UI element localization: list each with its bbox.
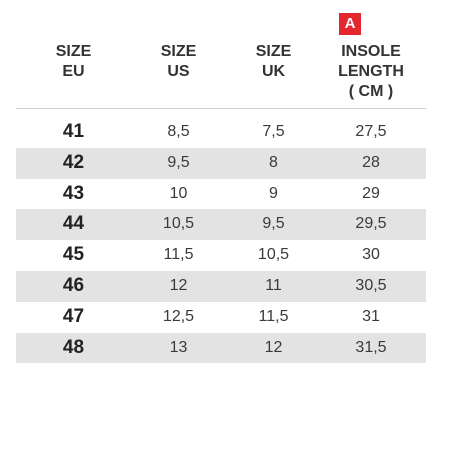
cell-insole-cm: 30,5 xyxy=(355,276,387,294)
cell-size-us: 10 xyxy=(169,184,188,202)
header-size-eu-line2: EU xyxy=(62,63,85,80)
header-insole-length: INSOLE LENGTH ( CM ) xyxy=(311,42,431,102)
header-insole-line1: INSOLE xyxy=(341,43,401,60)
header-size-us-line2: US xyxy=(167,63,190,80)
table-row: 48 13 12 31,5 xyxy=(16,332,426,364)
cell-size-uk: 9 xyxy=(269,184,278,202)
header-size-eu-line1: SIZE xyxy=(55,43,92,60)
cell-size-uk: 11,5 xyxy=(258,307,289,325)
header-size-eu: SIZE EU xyxy=(16,42,131,82)
header-size-uk-line2: UK xyxy=(261,63,286,80)
size-chart-table: A SIZE EU SIZE US SIZE UK INSOLE LENGTH … xyxy=(16,8,426,364)
cell-size-us: 11,5 xyxy=(163,246,194,264)
cell-size-uk: 10,5 xyxy=(257,246,290,264)
brand-badge: A xyxy=(339,13,361,35)
cell-insole-cm: 28 xyxy=(362,153,380,171)
table-row: 47 12,5 11,5 31 xyxy=(16,302,426,333)
cell-size-us: 12 xyxy=(169,276,188,294)
cell-size-us: 9,5 xyxy=(167,153,190,171)
cell-size-us: 10,5 xyxy=(162,215,195,233)
table-row: 46 12 11 30,5 xyxy=(16,270,426,302)
header-size-us-line1: SIZE xyxy=(160,43,197,60)
cell-size-uk: 12 xyxy=(264,338,283,356)
cell-size-us: 12,5 xyxy=(162,307,195,325)
cell-size-eu: 45 xyxy=(62,244,85,266)
cell-size-eu: 47 xyxy=(62,305,85,327)
table-row: 44 10,5 9,5 29,5 xyxy=(16,209,426,241)
cell-size-eu: 48 xyxy=(62,336,85,358)
cell-insole-cm: 29 xyxy=(362,184,380,202)
cell-size-us: 13 xyxy=(169,338,188,356)
header-size-uk-line1: SIZE xyxy=(255,43,292,60)
cell-size-eu: 43 xyxy=(62,182,85,204)
cell-size-eu: 42 xyxy=(62,151,85,173)
cell-size-eu: 44 xyxy=(62,213,85,235)
cell-insole-cm: 27,5 xyxy=(355,123,387,140)
table-row: 45 11,5 10,5 30 xyxy=(16,240,426,271)
cell-size-eu: 41 xyxy=(62,121,85,142)
table-body: 41 8,5 7,5 27,5 42 9,5 8 28 43 10 9 29 4… xyxy=(16,117,426,364)
header-size-uk: SIZE UK xyxy=(226,42,321,82)
cell-size-uk: 7,5 xyxy=(262,123,285,140)
cell-size-uk: 11 xyxy=(265,276,282,294)
cell-size-uk: 8 xyxy=(269,153,278,171)
table-row: 41 8,5 7,5 27,5 xyxy=(16,117,426,148)
cell-size-us: 8,5 xyxy=(167,123,190,140)
cell-insole-cm: 31,5 xyxy=(355,338,387,356)
cell-insole-cm: 29,5 xyxy=(355,215,387,233)
table-row: 42 9,5 8 28 xyxy=(16,147,426,179)
table-header: SIZE EU SIZE US SIZE UK INSOLE LENGTH ( … xyxy=(16,8,426,109)
header-insole-line3: ( CM ) xyxy=(348,83,394,100)
header-size-us: SIZE US xyxy=(131,42,226,82)
cell-size-eu: 46 xyxy=(62,274,85,296)
header-insole-line2: LENGTH xyxy=(338,63,404,80)
cell-size-uk: 9,5 xyxy=(262,215,285,233)
table-row: 43 10 9 29 xyxy=(16,179,426,210)
cell-insole-cm: 31 xyxy=(362,307,380,325)
cell-insole-cm: 30 xyxy=(362,246,380,264)
